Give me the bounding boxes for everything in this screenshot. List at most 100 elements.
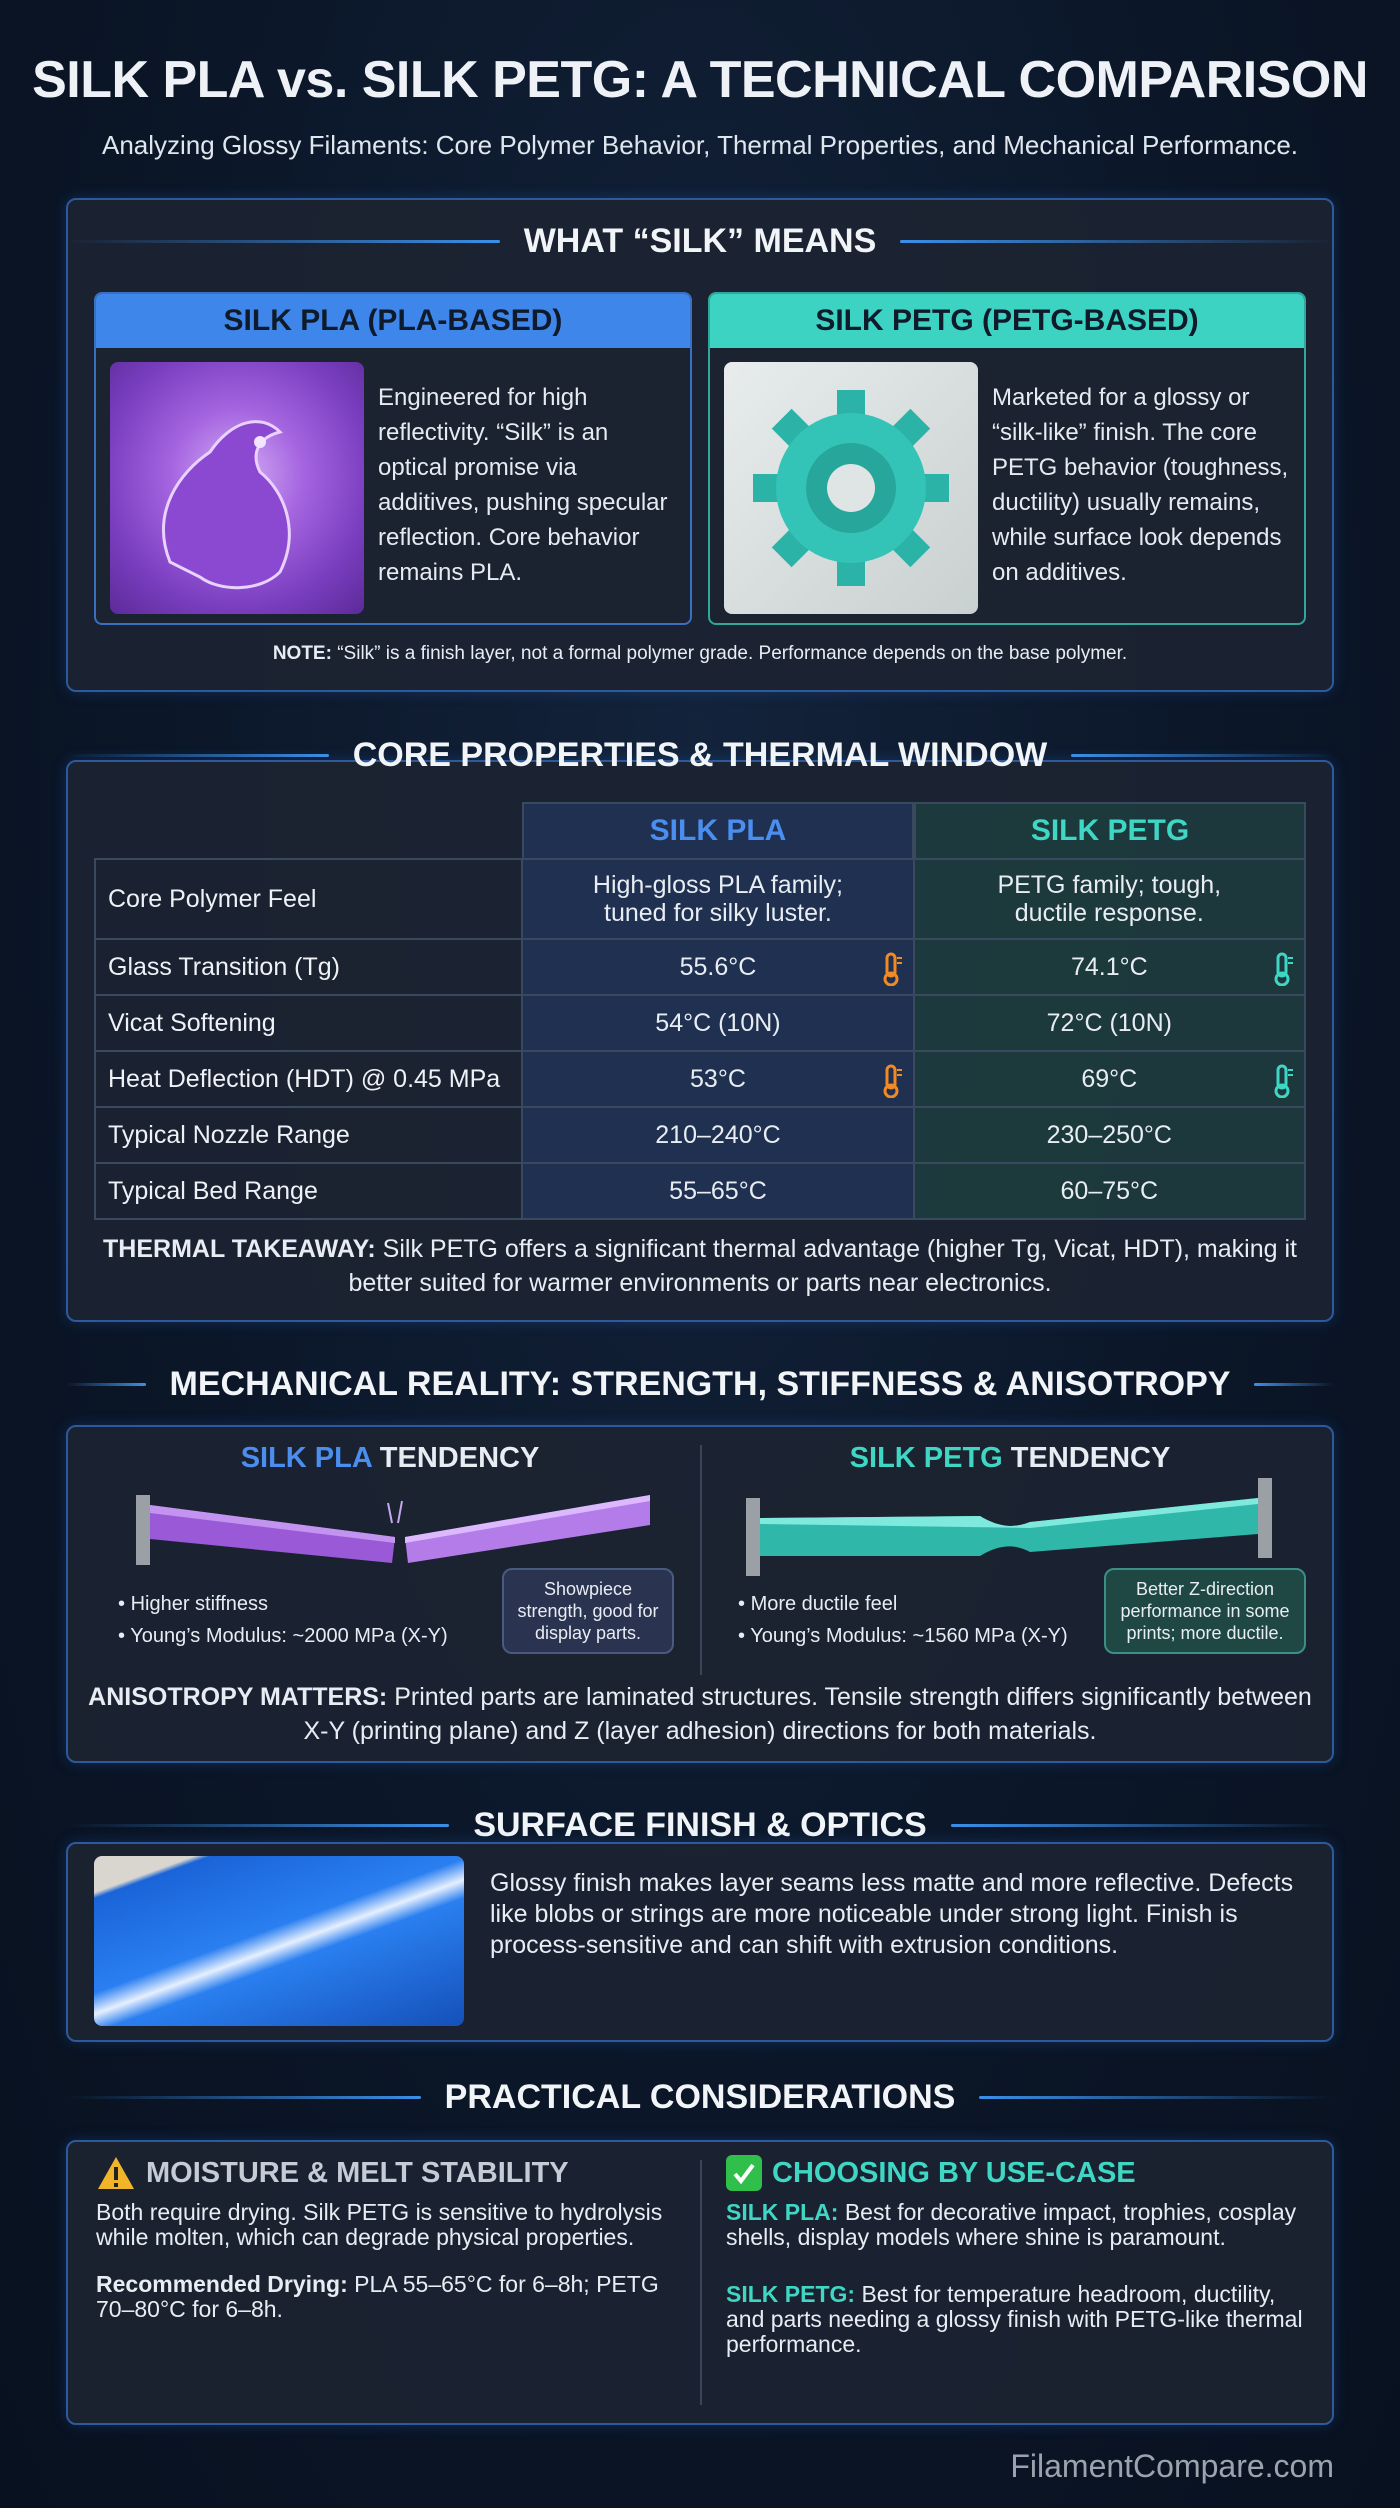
bullet-text: Young’s Modulus: ~2000 MPa (X-Y) <box>130 1625 448 1647</box>
table-row: Vicat Softening 54°C (10N) 72°C (10N) <box>93 994 1307 1052</box>
note-label: NOTE: <box>272 643 332 664</box>
mechanical-heading: MECHANICAL REALITY: STRENGTH, STIFFNESS … <box>66 1365 1334 1404</box>
broken-pla-beam-illustration <box>136 1495 650 1565</box>
material-name: SILK PLA <box>240 1442 372 1474</box>
column-header-silk-pla: SILK PLA <box>522 802 914 860</box>
row-label: Core Polymer Feel <box>93 858 524 940</box>
value-text: 74.1°C <box>1070 952 1148 981</box>
petg-value: PETG family; tough, ductile response. <box>912 858 1307 940</box>
value-text: 210–240°C <box>655 1120 781 1149</box>
pla-text: Best for decorative impact, trophies, co… <box>726 2199 1297 2250</box>
petg-bullets: • More ductile feel • Young’s Modulus: ~1… <box>738 1588 1068 1652</box>
surface-text: Glossy finish makes layer seams less mat… <box>490 1869 1294 1959</box>
card-text: Engineered for high reflectivity. “Silk”… <box>378 384 668 586</box>
pla-value: 54°C (10N) <box>521 994 915 1052</box>
divider <box>700 1445 702 1675</box>
value-text: 230–250°C <box>1046 1120 1172 1149</box>
card-title: SILK PETG (PETG-BASED) <box>710 294 1304 348</box>
usecase-petg: SILK PETG: Best for temperature headroom… <box>726 2282 1316 2357</box>
thermometer-icon <box>1274 952 1293 986</box>
material-name: SILK PETG <box>849 1442 1003 1474</box>
drying-recommendation: Recommended Drying: PLA 55–65°C for 6–8h… <box>96 2272 686 2322</box>
bullet-text: Young’s Modulus: ~1560 MPa (X-Y) <box>750 1625 1068 1647</box>
note-text: “Silk” is a finish layer, not a formal p… <box>331 643 1128 664</box>
page-subtitle: Analyzing Glossy Filaments: Core Polymer… <box>101 130 1299 160</box>
check-icon <box>726 2155 762 2191</box>
pla-value: 53°C <box>521 1050 915 1108</box>
divider <box>700 2160 702 2405</box>
thermometer-icon <box>883 952 902 986</box>
gear-image <box>724 362 978 614</box>
title-text: MOISTURE & MELT STABILITY <box>146 2156 569 2189</box>
page-title: SILK PLA vs. SILK PETG: A TECHNICAL COMP… <box>32 51 1368 109</box>
card-text: Marketed for a glossy or “silk-like” fin… <box>992 384 1289 586</box>
row-label: Heat Deflection (HDT) @ 0.45 MPa <box>93 1050 524 1108</box>
silk-note: NOTE: “Silk” is a finish layer, not a fo… <box>66 643 1334 665</box>
row-label: Typical Nozzle Range <box>93 1106 524 1164</box>
table-row: Typical Nozzle Range 210–240°C 230–250°C <box>93 1106 1307 1164</box>
bullet: • Young’s Modulus: ~1560 MPa (X-Y) <box>738 1625 1068 1647</box>
petg-value: 69°C <box>912 1050 1307 1108</box>
dragon-image <box>110 362 364 614</box>
value-text: 69°C <box>1081 1064 1138 1093</box>
bullet-text: Higher stiffness <box>130 1593 269 1615</box>
pla-tendency-title: SILK PLA TENDENCY <box>110 1442 670 1475</box>
anisotropy-note: ANISOTROPY MATTERS: Printed parts are la… <box>80 1680 1320 1748</box>
ductile-petg-beam-illustration <box>746 1478 1272 1576</box>
thermometer-icon <box>883 1064 902 1098</box>
bullet: • More ductile feel <box>738 1593 898 1615</box>
value-text: High-gloss PLA family; tuned for silky l… <box>592 870 843 927</box>
title-suffix: TENDENCY <box>1002 1442 1171 1474</box>
column-header-silk-petg: SILK PETG <box>914 802 1306 860</box>
value-text: 55.6°C <box>679 952 757 981</box>
silk-meaning-heading: WHAT “SILK” MEANS <box>66 222 1335 261</box>
heading-text: CORE PROPERTIES & THERMAL WINDOW <box>352 736 1048 774</box>
petg-label: SILK PETG: <box>726 2281 856 2307</box>
value-text: 54°C (10N) <box>655 1008 781 1037</box>
pla-value: 55–65°C <box>521 1162 915 1220</box>
pla-value: 55.6°C <box>521 938 915 996</box>
glossy-surface-image <box>94 1856 464 2026</box>
heading-text: PRACTICAL CONSIDERATIONS <box>444 2078 956 2116</box>
row-label: Vicat Softening <box>93 994 524 1052</box>
core-properties-heading: CORE PROPERTIES & THERMAL WINDOW <box>66 736 1334 775</box>
petg-value: 72°C (10N) <box>912 994 1307 1052</box>
title-text: CHOOSING BY USE-CASE <box>772 2156 1136 2189</box>
properties-table: Core Polymer Feel High-gloss PLA family; … <box>93 858 1307 1220</box>
pla-callout: Showpiece strength, good for display par… <box>502 1568 674 1654</box>
pla-bullets: • Higher stiffness • Young’s Modulus: ~20… <box>118 1588 448 1652</box>
petg-callout: Better Z-direction performance in some p… <box>1104 1568 1306 1654</box>
heading-text: SURFACE FINISH & OPTICS <box>473 1806 927 1844</box>
warning-icon <box>98 2157 134 2189</box>
thermal-takeaway: THERMAL TAKEAWAY: Silk PETG offers a sig… <box>80 1232 1320 1300</box>
table-row: Typical Bed Range 55–65°C 60–75°C <box>93 1162 1307 1220</box>
pla-value: High-gloss PLA family; tuned for silky l… <box>521 858 915 940</box>
bullet: • Young’s Modulus: ~2000 MPa (X-Y) <box>118 1625 448 1647</box>
table-row: Core Polymer Feel High-gloss PLA family; … <box>93 858 1307 940</box>
row-label: Typical Bed Range <box>93 1162 524 1220</box>
value-text: 55–65°C <box>669 1176 767 1205</box>
drying-label: Recommended Drying: <box>96 2271 348 2297</box>
petg-value: 230–250°C <box>912 1106 1307 1164</box>
takeaway-label: THERMAL TAKEAWAY: <box>103 1235 376 1263</box>
petg-value: 60–75°C <box>912 1162 1307 1220</box>
value-text: 60–75°C <box>1060 1176 1159 1205</box>
note-text: Printed parts are laminated structures. … <box>303 1683 1312 1745</box>
bullet: • Higher stiffness <box>118 1593 269 1615</box>
usecase-pla: SILK PLA: Best for decorative impact, tr… <box>726 2200 1316 2250</box>
value-text: 72°C (10N) <box>1046 1008 1172 1037</box>
thermometer-icon <box>1274 1064 1293 1098</box>
table-row: Heat Deflection (HDT) @ 0.45 MPa 53°C 69°C <box>93 1050 1307 1108</box>
heading-text: MECHANICAL REALITY: STRENGTH, STIFFNESS … <box>169 1365 1231 1403</box>
value-text: 53°C <box>690 1064 746 1093</box>
practical-heading: PRACTICAL CONSIDERATIONS <box>66 2078 1334 2117</box>
petg-value: 74.1°C <box>912 938 1307 996</box>
takeaway-text: Silk PETG offers a significant thermal a… <box>348 1235 1297 1297</box>
card-title: SILK PLA (PLA-BASED) <box>96 294 690 348</box>
bullet-text: More ductile feel <box>750 1593 898 1615</box>
table-row: Glass Transition (Tg) 55.6°C 74.1°C <box>93 938 1307 996</box>
pla-value: 210–240°C <box>521 1106 915 1164</box>
petg-text: Best for temperature headroom, ductility… <box>726 2281 1303 2357</box>
surface-heading: SURFACE FINISH & OPTICS <box>66 1806 1334 1845</box>
silk-pla-card: SILK PLA (PLA-BASED) Engineered for high… <box>94 292 692 625</box>
